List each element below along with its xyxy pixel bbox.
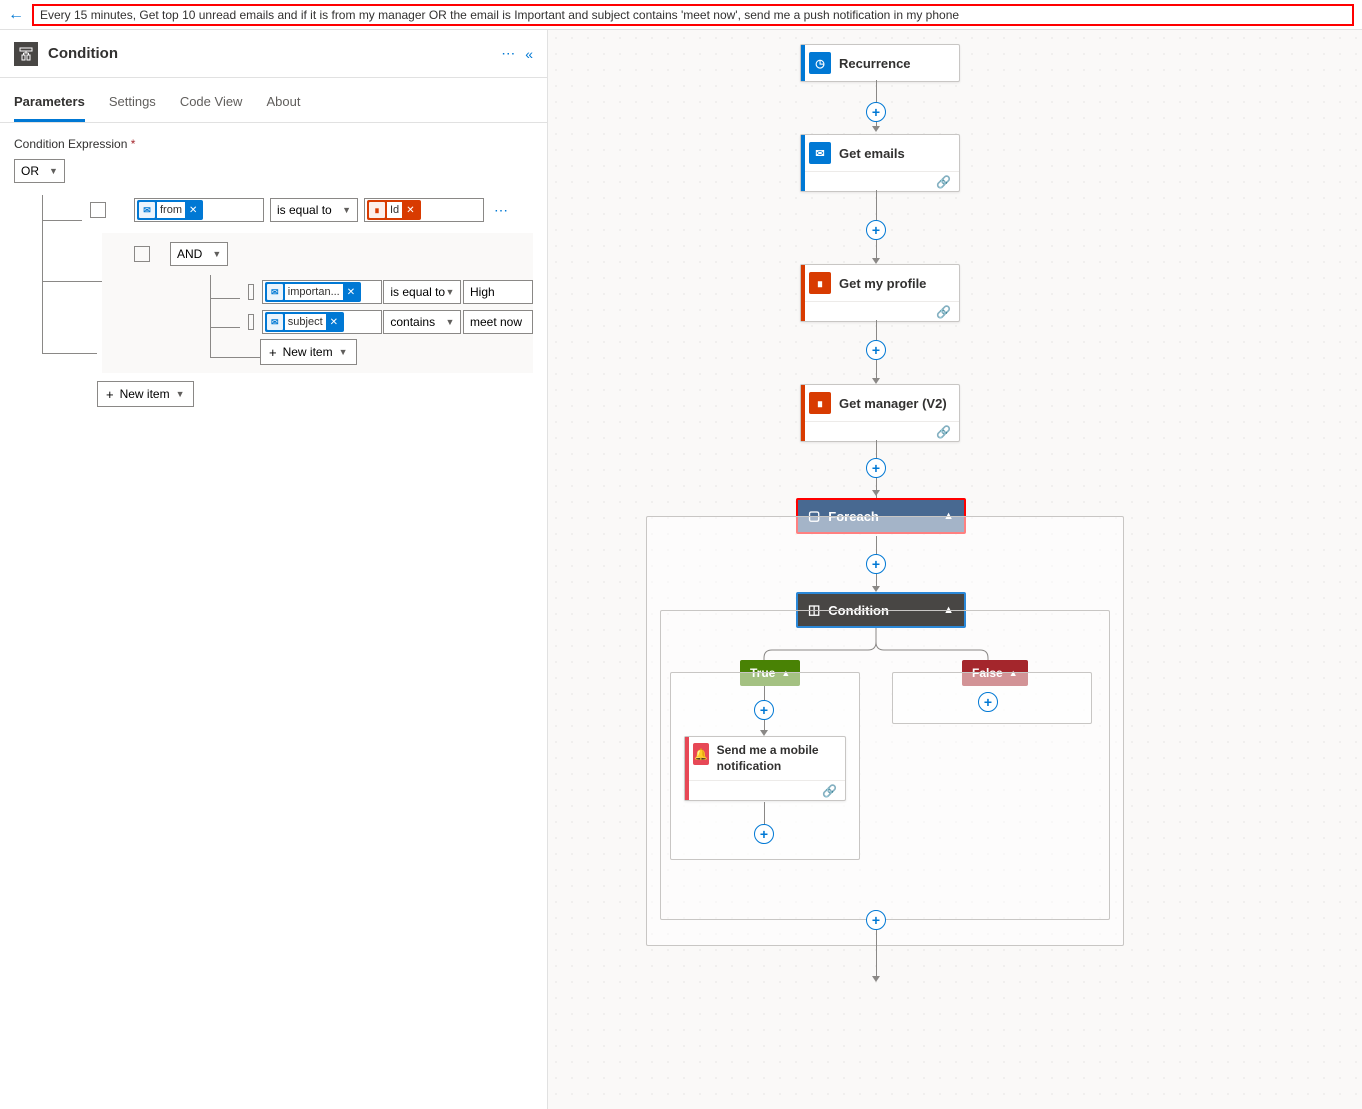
panel-title: Condition bbox=[48, 45, 491, 62]
chevron-down-icon: ▼ bbox=[49, 166, 58, 176]
add-step-button[interactable]: + bbox=[754, 700, 774, 720]
new-item-button[interactable]: + New item ▼ bbox=[97, 381, 194, 407]
token-importance[interactable]: ✉ importan... ✕ bbox=[265, 282, 361, 302]
outlook-icon: ✉ bbox=[139, 202, 155, 218]
group-operator-select[interactable]: AND▼ bbox=[170, 242, 228, 266]
add-step-button[interactable]: + bbox=[754, 824, 774, 844]
condition-icon bbox=[14, 42, 38, 66]
root-operator-select[interactable]: OR▼ bbox=[14, 159, 65, 183]
condition-body: Condition Expression * OR▼ bbox=[0, 123, 547, 423]
add-step-button[interactable]: + bbox=[978, 692, 998, 712]
rhs-token-input[interactable]: ∎ Id ✕ bbox=[364, 198, 484, 222]
outlook-icon: ✉ bbox=[267, 314, 283, 330]
remove-token-icon[interactable]: ✕ bbox=[330, 317, 338, 328]
edge bbox=[876, 946, 877, 976]
plus-icon: + bbox=[106, 387, 114, 402]
arrow-icon bbox=[872, 976, 880, 982]
operator-select[interactable]: is equal to▼ bbox=[383, 280, 461, 304]
chevron-down-icon: ▼ bbox=[445, 287, 454, 297]
remove-token-icon[interactable]: ✕ bbox=[406, 205, 414, 216]
token-id[interactable]: ∎ Id ✕ bbox=[367, 200, 421, 220]
group-checkbox[interactable] bbox=[134, 246, 150, 262]
main-split: Condition ⋯ « Parameters Settings Code V… bbox=[0, 30, 1362, 1109]
node-accent bbox=[685, 737, 689, 800]
expression-tree: OR▼ ✉ bbox=[14, 159, 533, 409]
required-asterisk: * bbox=[131, 137, 136, 151]
condition-row: ✉ importan... ✕ is equal to▼ High bbox=[240, 277, 533, 307]
add-step-button[interactable]: + bbox=[866, 910, 886, 930]
remove-token-icon[interactable]: ✕ bbox=[189, 205, 197, 216]
operator-select[interactable]: contains▼ bbox=[383, 310, 461, 334]
row-checkbox[interactable] bbox=[248, 284, 254, 300]
token-from[interactable]: ✉ from ✕ bbox=[137, 200, 203, 220]
tab-parameters[interactable]: Parameters bbox=[14, 94, 85, 122]
panel-header: Condition ⋯ « bbox=[0, 30, 547, 78]
office-icon: ∎ bbox=[369, 202, 385, 218]
row-menu-icon[interactable]: ⋯ bbox=[484, 202, 518, 219]
branch-connectors bbox=[548, 30, 1362, 1030]
chevron-down-icon: ▼ bbox=[445, 317, 454, 327]
lhs-token-input[interactable]: ✉ from ✕ bbox=[134, 198, 264, 222]
value-input[interactable]: High bbox=[463, 280, 533, 304]
tab-settings[interactable]: Settings bbox=[109, 94, 156, 122]
new-item-button[interactable]: + New item ▼ bbox=[260, 339, 357, 365]
back-arrow-icon[interactable]: ← bbox=[8, 6, 24, 24]
expression-label: Condition Expression * bbox=[14, 137, 533, 151]
bell-icon: 🔔 bbox=[693, 743, 709, 765]
chevron-down-icon: ▼ bbox=[342, 205, 351, 215]
plus-icon: + bbox=[269, 345, 277, 360]
condition-group: AND▼ bbox=[102, 239, 533, 269]
flow-canvas[interactable]: ◷ Recurrence + ✉ Get emails 🔗 + bbox=[548, 30, 1362, 1109]
condition-row: ✉ subject ✕ contains▼ meet now bbox=[240, 307, 533, 337]
row-checkbox[interactable] bbox=[90, 202, 106, 218]
tab-about[interactable]: About bbox=[266, 94, 300, 122]
lhs-token-input[interactable]: ✉ subject ✕ bbox=[262, 310, 382, 334]
chevron-down-icon: ▼ bbox=[339, 347, 348, 357]
flow-description-input[interactable] bbox=[32, 4, 1354, 26]
edge bbox=[764, 802, 765, 826]
outlook-icon: ✉ bbox=[267, 284, 283, 300]
condition-row: ✉ from ✕ is equal to▼ ∎ Id bbox=[82, 195, 533, 225]
lhs-token-input[interactable]: ✉ importan... ✕ bbox=[262, 280, 382, 304]
remove-token-icon[interactable]: ✕ bbox=[347, 287, 355, 298]
row-checkbox[interactable] bbox=[248, 314, 254, 330]
condition-panel: Condition ⋯ « Parameters Settings Code V… bbox=[0, 30, 548, 1109]
tab-codeview[interactable]: Code View bbox=[180, 94, 243, 122]
panel-menu-icon[interactable]: ⋯ bbox=[491, 45, 525, 62]
link-icon: 🔗 bbox=[822, 784, 837, 798]
token-subject[interactable]: ✉ subject ✕ bbox=[265, 312, 344, 332]
collapse-panel-icon[interactable]: « bbox=[525, 46, 533, 62]
chevron-down-icon: ▼ bbox=[212, 249, 221, 259]
chevron-down-icon: ▼ bbox=[176, 389, 185, 399]
operator-select[interactable]: is equal to▼ bbox=[270, 198, 358, 222]
value-input[interactable]: meet now bbox=[463, 310, 533, 334]
panel-tabs: Parameters Settings Code View About bbox=[0, 78, 547, 123]
top-bar: ← bbox=[0, 0, 1362, 30]
node-send-notification[interactable]: 🔔 Send me a mobile notification 🔗 bbox=[684, 736, 846, 801]
